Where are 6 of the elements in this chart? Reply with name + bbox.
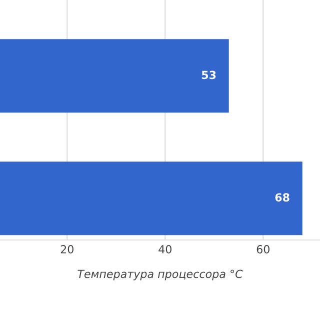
x-tick-label: 40 xyxy=(158,245,172,254)
data-label: 53 xyxy=(202,70,216,80)
x-tick-label: 20 xyxy=(60,245,74,254)
x-axis-title: Температура процессора °C xyxy=(78,270,243,280)
x-tick-label: 60 xyxy=(256,245,270,254)
data-label: 68 xyxy=(275,193,290,202)
